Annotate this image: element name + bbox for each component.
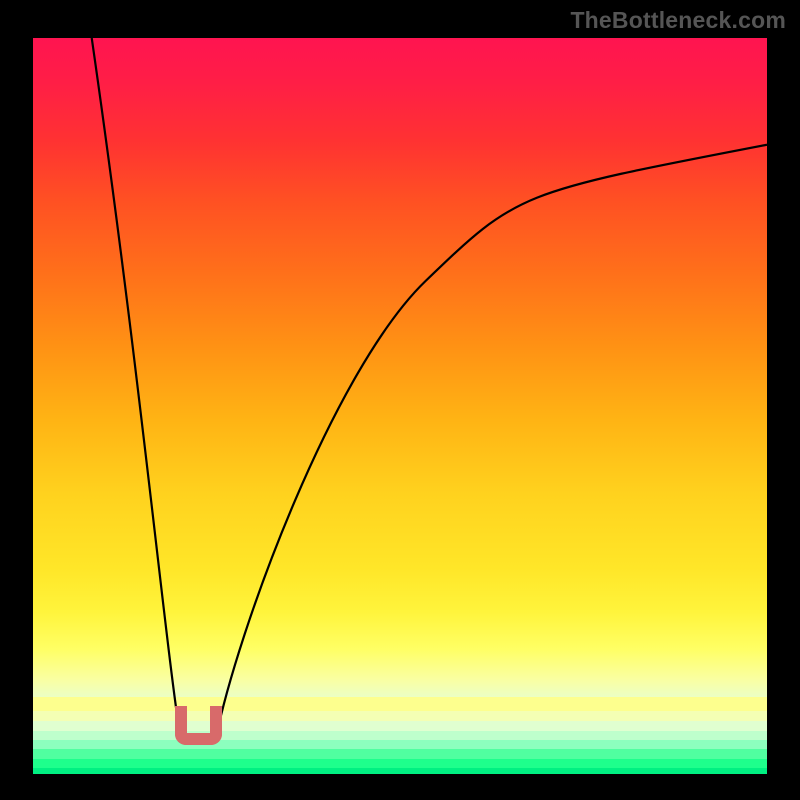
bottleneck-curve [33,38,767,774]
chart-canvas: TheBottleneck.com [0,0,800,800]
plot-area [33,38,767,774]
optimal-point-marker [175,706,222,744]
watermark-text: TheBottleneck.com [570,7,786,34]
plot-border [25,30,775,782]
